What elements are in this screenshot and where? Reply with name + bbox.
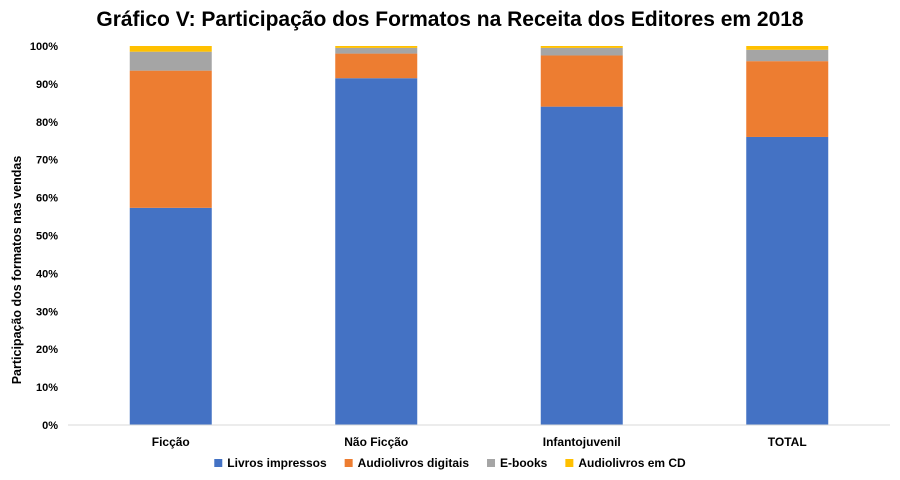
x-axis-categories: Ficção Não Ficção Infantojuvenil TOTAL (152, 435, 807, 449)
bar-segment (335, 47, 418, 54)
y-tick-label: 60% (36, 193, 58, 205)
bar-segment (129, 207, 212, 425)
bar-segment (540, 46, 623, 48)
y-axis-label: Participação dos formatos nas vendas (10, 156, 24, 385)
legend-label: Livros impressos (227, 456, 327, 470)
legend-item: Audiolivros em CD (565, 456, 686, 470)
x-category-label: Não Ficção (344, 435, 408, 449)
y-tick-label: 50% (36, 231, 58, 243)
bar-segment (129, 70, 212, 208)
y-tick-label: 30% (36, 306, 58, 318)
legend-label: E-books (500, 456, 548, 470)
bar-segment (335, 78, 418, 425)
legend-swatch (214, 459, 223, 467)
legend-item: E-books (487, 456, 548, 470)
chart-title: Gráfico V: Participação dos Formatos na … (96, 8, 804, 31)
bar-segment (746, 61, 829, 137)
x-category-label: Ficção (152, 435, 190, 449)
x-category-label: TOTAL (768, 435, 807, 449)
legend-item: Audiolivros digitais (344, 456, 470, 470)
bar-segment (540, 55, 623, 107)
y-tick-label: 10% (36, 382, 58, 394)
y-tick-label: 40% (36, 268, 58, 280)
y-tick-label: 0% (42, 420, 58, 432)
legend-swatch (565, 459, 574, 467)
bar-segment (746, 46, 829, 50)
bar-segment (335, 46, 418, 48)
bar-segment (129, 51, 212, 71)
y-tick-label: 80% (36, 117, 58, 129)
legend-item: Livros impressos (214, 456, 327, 470)
legend: Livros impressos Audiolivros digitais E-bo… (214, 456, 686, 470)
bar-segment (129, 46, 212, 52)
y-tick-label: 90% (36, 79, 58, 91)
legend-swatch (487, 459, 496, 467)
legend-label: Audiolivros em CD (578, 456, 686, 470)
y-tick-label: 100% (30, 41, 58, 53)
y-tick-label: 70% (36, 155, 58, 167)
legend-label: Audiolivros digitais (358, 456, 470, 470)
y-tick-label: 20% (36, 344, 58, 356)
bar-segment (540, 106, 623, 425)
y-axis-ticks: 0% 10% 20% 30% 40% 50% 60% 70% 80% 90% 100% (30, 41, 58, 432)
bar-segment (746, 49, 829, 62)
bar-segment (540, 47, 623, 56)
bar-segment (746, 136, 829, 425)
bar-segment (335, 53, 418, 79)
x-category-label: Infantojuvenil (543, 435, 621, 449)
legend-swatch (344, 459, 353, 467)
bars (129, 46, 829, 425)
